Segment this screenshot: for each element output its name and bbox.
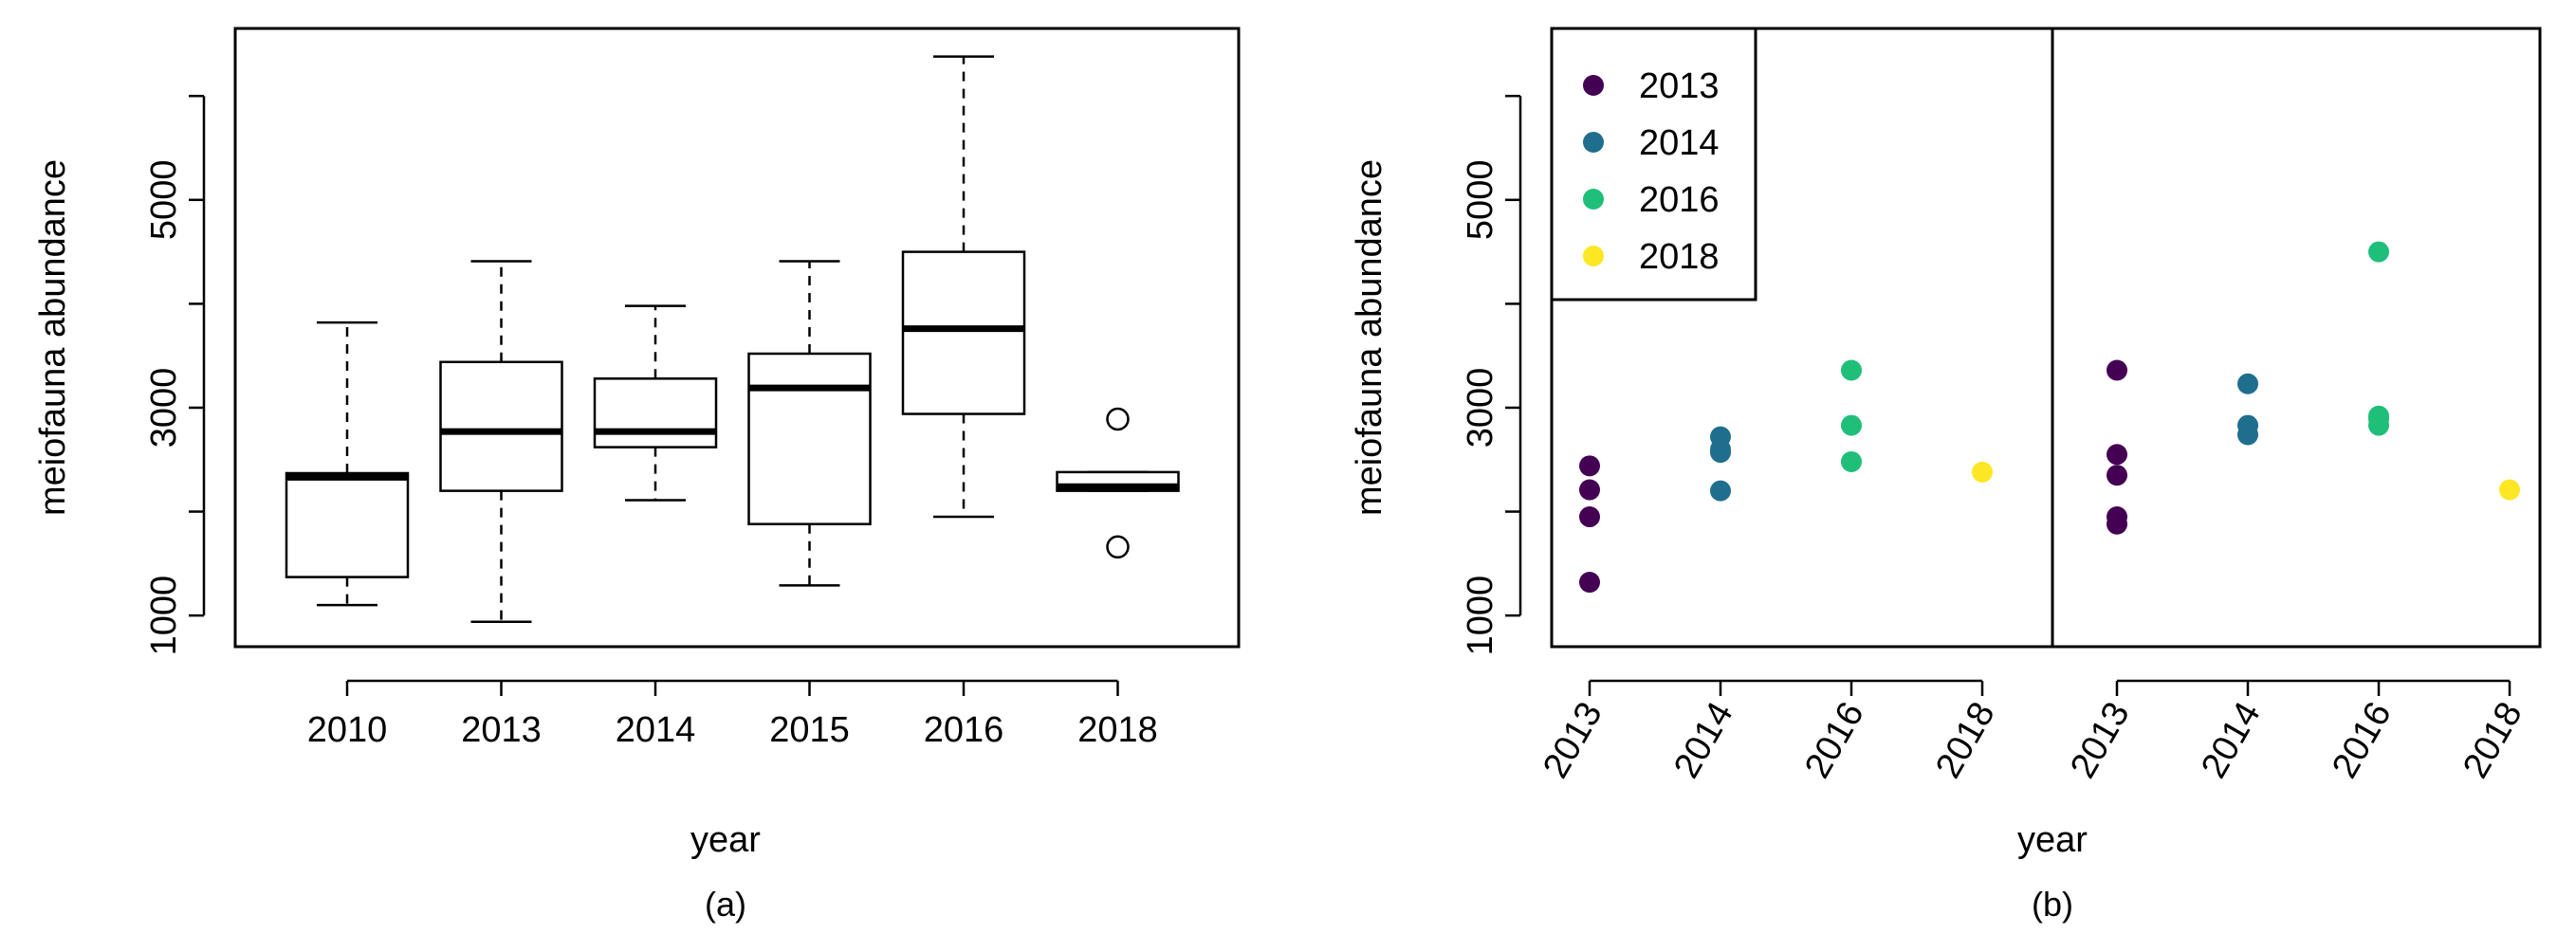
legend-marker-2018	[1583, 246, 1604, 266]
box-2013	[439, 260, 563, 623]
box-iqr	[439, 360, 563, 492]
legend-marker-2014	[1583, 132, 1604, 153]
panel-a-boxplot: 1000 3000 5000 2010 2013 2014 2015 2016 2018 ye…	[33, 27, 1241, 924]
x-tick-label-b: 2016	[2325, 696, 2400, 785]
y-tick-label-a: 3000	[144, 368, 184, 449]
point-2013	[2107, 359, 2127, 381]
point-2014	[2237, 373, 2258, 394]
outlier-point	[1106, 535, 1130, 559]
x-tick-label-a: 2010	[307, 710, 388, 750]
box-iqr	[901, 250, 1026, 415]
point-2013	[1579, 572, 1600, 594]
box-2016	[901, 55, 1026, 519]
y-tick-label-b: 5000	[1461, 160, 1500, 241]
box-iqr	[747, 352, 872, 525]
x-tick-label-b: 2013	[1536, 696, 1610, 785]
points-b	[1579, 241, 2520, 594]
x-tick-label-b: 2018	[1928, 696, 2003, 785]
box-iqr	[285, 471, 410, 578]
point-2013	[1579, 479, 1600, 501]
plot-frame-b	[1550, 27, 2542, 649]
x-axis-title-a: year	[690, 820, 761, 860]
legend: 2013 2014 2016 2018	[1550, 27, 1757, 302]
point-2013	[2107, 513, 2127, 535]
outlier-point	[1106, 407, 1130, 431]
legend-label-2016: 2016	[1639, 180, 1720, 220]
x-axis-a: 2010 2013 2014 2015 2016 2018	[307, 679, 1158, 750]
point-2013	[2107, 465, 2127, 486]
x-tick-label-a: 2013	[461, 710, 542, 750]
x-tick-label-b: 2016	[1797, 696, 1872, 785]
point-2016	[1841, 359, 1862, 381]
point-2013	[1579, 506, 1600, 528]
boxes-a	[285, 55, 1180, 623]
x-tick-label-b: 2014	[1666, 696, 1741, 785]
box-2015	[747, 260, 872, 587]
point-2014	[1710, 480, 1731, 502]
point-2018	[2499, 479, 2520, 501]
point-2014	[2237, 424, 2258, 446]
y-axis-title-b: meiofauna abundance	[1350, 159, 1389, 516]
point-2016	[2368, 414, 2389, 436]
x-tick-label-a: 2014	[616, 710, 696, 750]
legend-marker-2016	[1583, 189, 1604, 210]
point-2016	[1841, 414, 1862, 436]
y-tick-label-b: 1000	[1461, 576, 1500, 656]
legend-label-2018: 2018	[1639, 237, 1720, 277]
y-axis-title-a: meiofauna abundance	[33, 159, 73, 516]
legend-marker-2013	[1583, 75, 1604, 96]
point-2016	[2368, 241, 2389, 263]
x-tick-label-a: 2015	[769, 710, 850, 750]
point-2016	[1841, 450, 1862, 472]
box-2010	[285, 320, 410, 607]
x-tick-label-a: 2018	[1077, 710, 1158, 750]
x-axis-b: 2013 2014 2016 2018 2013 2014 2016 2018	[1536, 679, 2530, 785]
panel-label-a: (a)	[705, 885, 746, 924]
point-2014	[1710, 442, 1731, 464]
plot-frame-a	[233, 27, 1241, 649]
point-2013	[1579, 455, 1600, 477]
y-tick-label-a: 5000	[144, 160, 184, 241]
point-2018	[1972, 461, 1993, 483]
x-axis-title-b: year	[2017, 820, 2088, 860]
point-2013	[2107, 444, 2127, 466]
y-axis-b: 1000 3000 5000	[1461, 94, 1522, 656]
box-iqr	[593, 377, 718, 449]
x-tick-label-a: 2016	[924, 710, 1004, 750]
x-tick-label-b: 2014	[2194, 696, 2269, 785]
y-axis-a: 1000 3000 5000	[144, 94, 206, 656]
y-tick-label-a: 1000	[144, 576, 184, 656]
y-tick-label-b: 3000	[1461, 368, 1500, 449]
panel-label-b: (b)	[2032, 885, 2073, 924]
legend-label-2014: 2014	[1639, 123, 1720, 163]
x-tick-label-b: 2013	[2063, 696, 2138, 785]
box-2018	[1056, 407, 1180, 559]
x-tick-label-b: 2018	[2456, 696, 2530, 785]
box-2014	[593, 304, 718, 502]
legend-label-2013: 2013	[1639, 66, 1720, 106]
